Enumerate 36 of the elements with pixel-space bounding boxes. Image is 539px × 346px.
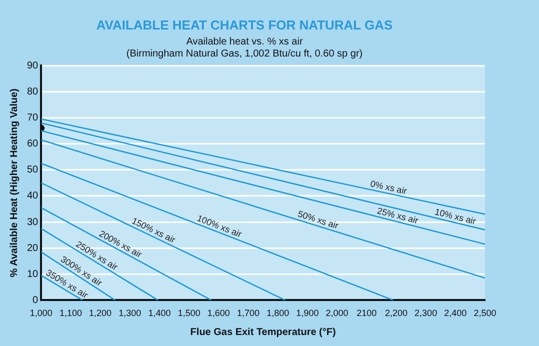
x-tick-label: 1,600 bbox=[207, 308, 230, 318]
x-axis-title: Flue Gas Exit Temperature (°F) bbox=[190, 326, 336, 338]
x-tick-label: 1,000 bbox=[30, 308, 52, 318]
y-tick-label: 30 bbox=[27, 216, 39, 228]
text: 100% xs air bbox=[196, 212, 244, 240]
x-tick-label: 1,900 bbox=[296, 308, 319, 318]
x-tick-label: 2,000 bbox=[326, 308, 348, 318]
x-tick-label: 2100 bbox=[356, 308, 377, 318]
text: 150% xs air bbox=[130, 216, 177, 245]
x-tick-label: 2,300 bbox=[414, 308, 438, 318]
y-tick-label: 70 bbox=[27, 112, 39, 124]
text: 50% xs air bbox=[296, 208, 340, 231]
y-tick-label: 40 bbox=[27, 190, 39, 202]
x-tick-label: 1,500 bbox=[178, 308, 200, 318]
x-tick-label: 1,400 bbox=[148, 308, 171, 318]
text: 10% xs air bbox=[434, 206, 477, 226]
text: 0% xs air bbox=[369, 178, 408, 196]
x-tick-label: 1,100 bbox=[59, 308, 82, 318]
y-tick-label: 20 bbox=[27, 242, 39, 254]
y-tick-label: 0 bbox=[32, 294, 39, 306]
x-tick-label: 1,300 bbox=[118, 308, 142, 318]
x-tick-label: 1,800 bbox=[266, 308, 290, 318]
x-tick-label: 1,200 bbox=[89, 308, 112, 318]
x-tick-label: 1,700 bbox=[237, 308, 260, 318]
y-axis-title: % Available Heat (Higher Heating Value) bbox=[8, 88, 20, 278]
y-tick-label: 60 bbox=[27, 138, 39, 150]
x-tick-label: 2,500 bbox=[474, 308, 496, 318]
y-tick-label: 10 bbox=[27, 268, 39, 280]
text: 25% xs air bbox=[376, 206, 420, 226]
y-tick-label: 50 bbox=[27, 164, 39, 176]
x-tick-label: 2,200 bbox=[384, 308, 408, 318]
y-tick-label: 90 bbox=[27, 60, 39, 72]
x-tick-label: 2,400 bbox=[444, 308, 467, 318]
y-tick-label: 80 bbox=[27, 86, 39, 98]
chart-subtitle: Available heat vs. % xs air (Birmingham Natural Gas, 1,002 Btu/cu ft, 0.60 sp gr) bbox=[126, 36, 363, 60]
chart-title: AVAILABLE HEAT CHARTS FOR NATURAL GAS bbox=[96, 17, 393, 32]
